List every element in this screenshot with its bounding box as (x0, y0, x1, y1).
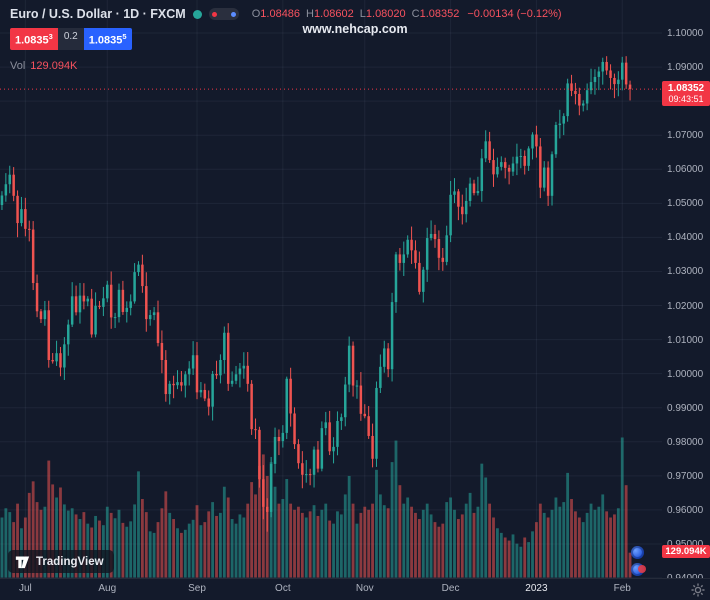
header-toggle[interactable] (208, 8, 239, 20)
ohlc-values: O1.08486 H1.08602 L1.08020 C1.08352 −0.0… (252, 8, 562, 20)
price-axis-label: 1.05000 (667, 198, 704, 210)
ohlc-low-value: 1.08020 (365, 8, 406, 20)
tradingview-logo-icon (15, 556, 30, 569)
time-axis[interactable]: Jul Aug Sep Oct Nov Dec 2023 Feb (0, 578, 710, 600)
symbol-title[interactable]: Euro / U.S. Dollar · 1D · FXCM (10, 7, 186, 21)
price-axis-label: 1.00000 (667, 368, 704, 380)
price-axis-label: 1.02000 (667, 300, 704, 312)
time-axis-label: Dec (441, 583, 460, 594)
price-axis-label: 0.99000 (667, 402, 704, 414)
time-axis-label: Feb (613, 583, 631, 594)
gear-icon[interactable] (691, 583, 705, 597)
change-value: −0.00134 (−0.12%) (467, 8, 562, 20)
spread-badge: 0.2 (57, 28, 84, 50)
ohlc-low-label: L (359, 8, 366, 20)
price-axis-label: 0.97000 (667, 470, 704, 482)
ohlc-close-value: 1.08352 (419, 8, 460, 20)
bid-ask-panel: 1.08353 0.2 1.08355 (10, 28, 132, 50)
floating-button-2[interactable] (631, 563, 646, 576)
time-axis-label: Nov (355, 583, 374, 594)
watermark: www.nehcap.com (302, 22, 408, 36)
ohlc-high-value: 1.08602 (314, 8, 354, 20)
price-axis-label: 0.95000 (667, 539, 703, 550)
price-axis-label: 1.06000 (667, 164, 704, 176)
volume-label: Vol (10, 59, 26, 72)
ohlc-high-label: H (306, 8, 314, 20)
price-axis-label: 0.98000 (667, 436, 704, 448)
volume-badge: 129.094K (662, 545, 710, 559)
ohlc-close-label: C (411, 8, 420, 20)
floating-buttons (631, 546, 646, 576)
price-axis-label: 1.04000 (667, 232, 704, 244)
ohlc-open-value: 1.08486 (260, 8, 301, 20)
price-axis-label: 1.07000 (667, 130, 704, 142)
bid-badge[interactable]: 1.08353 (10, 28, 58, 50)
toggle-red-dot (211, 11, 217, 17)
time-axis-label: Aug (98, 583, 117, 594)
toggle-blue-dot (230, 11, 236, 17)
ohlc-open-label: O (251, 8, 261, 20)
chart-legend: Euro / U.S. Dollar · 1D · FXCM O1.08486 … (10, 7, 562, 72)
market-status-dot (192, 9, 202, 19)
price-axis-label: 1.09000 (667, 62, 704, 74)
price-axis-label: 1.01000 (667, 334, 704, 346)
time-axis-label: Jul (18, 583, 32, 594)
price-axis-label: 1.03000 (667, 266, 704, 278)
price-axis-label: 1.10000 (667, 28, 704, 39)
price-axis-label: 0.96000 (667, 504, 704, 516)
ask-badge[interactable]: 1.08355 (83, 28, 132, 50)
bar-countdown: 09:43:51 (668, 94, 704, 105)
tradingview-logo[interactable]: TradingView (8, 550, 114, 573)
time-axis-label: 2023 (525, 583, 548, 594)
volume-value: 129.094K (30, 59, 78, 72)
last-price-value: 1.08352 (667, 83, 705, 95)
tradingview-logo-label: TradingView (36, 555, 104, 568)
price-badge[interactable]: 1.08352 09:43:51 (662, 81, 710, 107)
floating-button-1[interactable] (631, 546, 644, 559)
time-axis-label: Sep (188, 583, 206, 594)
time-axis-label: Oct (275, 583, 291, 594)
